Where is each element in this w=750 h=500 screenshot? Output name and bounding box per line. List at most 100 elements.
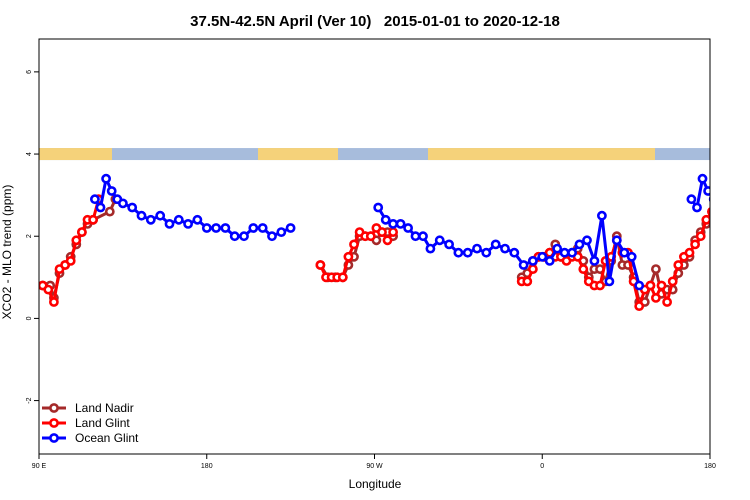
data-point — [597, 210, 607, 221]
data-point — [667, 276, 678, 287]
chart-title: 37.5N-42.5N April (Ver 10) 2015-01-01 to… — [190, 13, 560, 30]
legend-item: Land Nadir — [42, 401, 134, 415]
data-point — [716, 200, 723, 207]
data-point — [544, 255, 555, 266]
data-point — [645, 280, 656, 291]
data-point — [703, 186, 710, 196]
x-tick-label: 90 E — [32, 463, 47, 470]
data-point — [395, 218, 406, 229]
data-point — [528, 255, 538, 266]
data-point — [509, 247, 520, 258]
data-point — [349, 239, 359, 250]
land-band-land-0 — [39, 148, 112, 161]
legend-swatch-marker — [49, 433, 59, 443]
data-point — [211, 223, 221, 233]
data-point — [173, 214, 184, 225]
data-point — [118, 198, 128, 209]
data-point — [673, 260, 684, 270]
land-band-land-2 — [428, 148, 655, 161]
x-tick-label: 180 — [704, 463, 716, 470]
data-point — [692, 202, 702, 213]
data-point — [155, 210, 166, 221]
data-point — [522, 276, 533, 287]
data-point — [88, 214, 98, 225]
data-point — [267, 231, 277, 242]
data-point — [684, 247, 695, 258]
data-point — [77, 227, 87, 237]
data-point — [714, 196, 721, 203]
plot-frame — [38, 38, 711, 455]
data-point — [101, 173, 111, 184]
data-point — [626, 251, 637, 262]
data-point — [444, 239, 454, 250]
data-point — [697, 173, 708, 184]
data-point — [410, 231, 421, 242]
data-point — [183, 218, 193, 229]
data-point — [537, 251, 548, 262]
data-point — [695, 231, 706, 242]
data-point — [453, 247, 464, 258]
data-point — [164, 218, 175, 229]
data-point — [136, 210, 147, 221]
data-point — [729, 208, 736, 215]
data-point — [388, 218, 398, 229]
data-point — [701, 214, 710, 225]
legend-item: Land Glint — [42, 416, 130, 430]
data-point — [744, 216, 750, 223]
data-point — [472, 243, 482, 254]
x-tick-label: 0 — [540, 463, 544, 470]
data-point — [528, 264, 538, 274]
data-point — [388, 227, 398, 237]
y-tick-label: 6 — [26, 70, 33, 74]
data-point — [229, 231, 240, 242]
data-point — [373, 202, 384, 213]
data-point — [285, 223, 296, 233]
data-point — [380, 214, 391, 225]
legend-label: Ocean Glint — [75, 431, 139, 445]
data-point — [365, 231, 376, 242]
x-tick-label: 180 — [201, 463, 213, 470]
data-point — [276, 227, 287, 237]
data-point — [201, 223, 212, 233]
data-point — [611, 235, 622, 246]
data-point — [708, 196, 710, 203]
x-axis-label: Longitude — [349, 477, 402, 491]
y-tick-label: -2 — [26, 397, 33, 403]
data-point — [518, 260, 529, 270]
data-point — [434, 235, 445, 246]
data-point — [595, 280, 605, 291]
data-point — [552, 243, 563, 254]
data-point — [315, 260, 326, 270]
series-ocean-glint — [90, 173, 750, 291]
legend-swatch-marker — [49, 403, 59, 413]
data-point — [418, 231, 428, 242]
data-point — [589, 255, 600, 266]
data-point — [634, 280, 645, 291]
data-point — [43, 284, 54, 295]
data-point — [145, 214, 156, 225]
series-line — [690, 177, 710, 209]
data-point — [382, 235, 393, 246]
data-point — [604, 276, 615, 287]
data-point — [239, 231, 249, 242]
data-point — [725, 204, 732, 211]
data-point — [651, 292, 661, 303]
land-band — [39, 148, 710, 161]
y-tick-label: 0 — [26, 316, 33, 320]
data-point — [578, 264, 589, 274]
data-point — [707, 207, 710, 217]
data-point — [343, 251, 354, 262]
data-point — [500, 243, 510, 254]
data-point — [656, 280, 667, 291]
data-point — [425, 243, 436, 254]
series-line — [732, 199, 738, 211]
data-point — [559, 247, 570, 258]
data-point — [651, 264, 661, 274]
legend-swatch-marker — [49, 418, 59, 428]
y-tick-label: 4 — [26, 152, 33, 156]
data-point — [127, 202, 138, 213]
data-point — [337, 272, 348, 283]
data-point — [567, 247, 577, 258]
